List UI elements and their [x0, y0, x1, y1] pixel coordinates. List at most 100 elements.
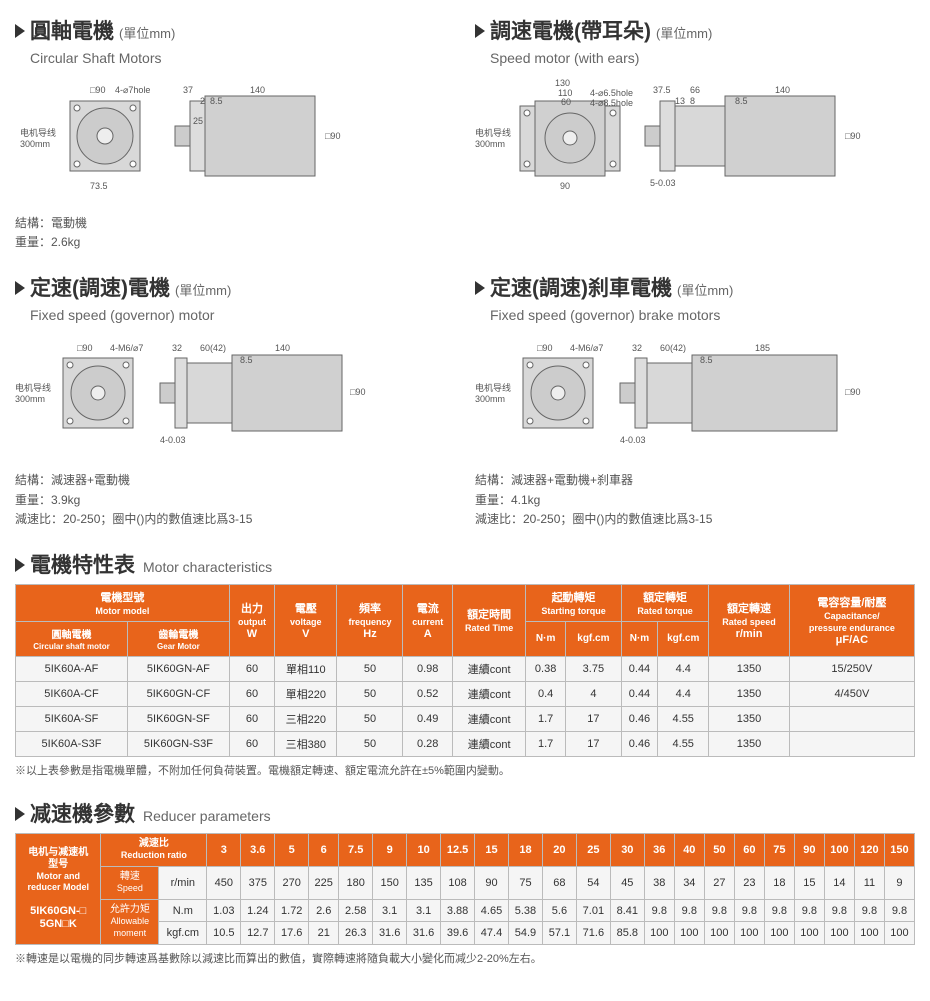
table-row: 5IK60A-SF5IK60GN-SF60三相220500.49連續cont1.…	[16, 706, 915, 731]
table-cell: 9.8	[674, 899, 704, 922]
th: 3.6	[241, 833, 275, 866]
table-cell: 47.4	[475, 922, 509, 945]
table-cell: 100	[884, 922, 914, 945]
table-row: 5IK60A-CF5IK60GN-CF60單相220500.52連續cont0.…	[16, 681, 915, 706]
svg-text:□90: □90	[537, 343, 552, 353]
table-cell: 9.8	[734, 899, 764, 922]
info-text: 結構：電動機 重量：2.6kg	[15, 214, 455, 252]
unit: (單位mm)	[119, 23, 175, 42]
table-cell: 100	[854, 922, 884, 945]
th: N·m	[621, 621, 657, 656]
footnote: ※轉速是以電機的同步轉速爲基數除以減速比而算出的數值，實際轉速將隨負載大小變化而…	[15, 950, 915, 966]
section-heading: 電機特性表 Motor characteristics	[15, 549, 915, 579]
svg-text:300mm: 300mm	[20, 139, 50, 149]
table-cell: 5IK60GN-CF	[127, 681, 229, 706]
diagram-svg: 电机导线300mm □904-M6/⌀7 3260(42)140 8.5 □90…	[15, 333, 435, 453]
svg-text:140: 140	[775, 85, 790, 95]
th: 額定時間Rated Time	[452, 584, 525, 656]
table-cell: 14	[824, 866, 854, 899]
th: 60	[734, 833, 764, 866]
table-cell: 0.44	[621, 656, 657, 681]
th: 12.5	[441, 833, 475, 866]
table-cell: 4.4	[658, 656, 709, 681]
svg-text:8.5: 8.5	[210, 96, 223, 106]
svg-text:32: 32	[172, 343, 182, 353]
table-cell: 連續cont	[452, 656, 525, 681]
table-cell: 17	[565, 731, 621, 756]
table-cell: 1.24	[241, 899, 275, 922]
section-heading: 定速(調速)電機 (單位mm)	[15, 272, 455, 302]
triangle-icon	[15, 558, 25, 572]
triangle-icon	[15, 281, 25, 295]
svg-text:□90: □90	[325, 131, 340, 141]
th: 30	[610, 833, 644, 866]
unit: (單位mm)	[656, 23, 712, 42]
reducer-table: 电机与减速机 型号Motor and reducer Model5IK60GN-…	[15, 833, 915, 945]
th: 150	[884, 833, 914, 866]
svg-text:8.5: 8.5	[700, 355, 713, 365]
th: 电机与减速机 型号Motor and reducer Model5IK60GN-…	[16, 833, 101, 944]
th: 36	[644, 833, 674, 866]
table-cell: 450	[207, 866, 241, 899]
table-cell: 三相380	[275, 731, 337, 756]
table-cell: 50	[337, 656, 403, 681]
section-heading: 圓軸電機 (單位mm)	[15, 15, 455, 45]
th: 頻率frequencyHz	[337, 584, 403, 656]
th: 50	[704, 833, 734, 866]
svg-text:73.5: 73.5	[90, 181, 108, 191]
th: 3	[207, 833, 241, 866]
table-cell: 0.46	[621, 706, 657, 731]
table-cell: 1350	[709, 656, 789, 681]
table-cell: 39.6	[441, 922, 475, 945]
svg-text:电机导线: 电机导线	[475, 382, 511, 393]
table-cell: 4.65	[475, 899, 509, 922]
th: 電流currentA	[403, 584, 453, 656]
title-en: Motor characteristics	[143, 559, 272, 575]
table-cell: 100	[734, 922, 764, 945]
title-en: Reducer parameters	[143, 808, 271, 824]
svg-text:90: 90	[560, 181, 570, 191]
table-cell: 單相110	[275, 656, 337, 681]
svg-text:电机导线: 电机导线	[475, 127, 511, 138]
table-cell: 連續cont	[452, 706, 525, 731]
svg-text:60(42): 60(42)	[660, 343, 686, 353]
table-cell: 270	[275, 866, 309, 899]
table-cell: 1.7	[526, 706, 566, 731]
table-cell: 135	[407, 866, 441, 899]
svg-text:140: 140	[275, 343, 290, 353]
table-cell: 85.8	[610, 922, 644, 945]
table-cell: 75	[508, 866, 542, 899]
diagram-circular: 电机导线300mm □904-⌀7hole 73.5 37140 28.5 25…	[15, 66, 455, 206]
table-cell: 1350	[709, 731, 789, 756]
table-cell: 71.6	[576, 922, 610, 945]
section-heading: 調速電機(帶耳朵) (單位mm)	[475, 15, 915, 45]
th: 電容容量/耐壓Capacitance/ pressure enduranceμF…	[789, 584, 914, 656]
th: 75	[764, 833, 794, 866]
svg-text:4-M6/⌀7: 4-M6/⌀7	[110, 343, 143, 353]
footnote: ※以上表參數是指電機單體，不附加任何負荷裝置。電機額定轉速、額定電流允許在±5%…	[15, 762, 915, 778]
th: 起動轉矩Starting torque	[526, 584, 622, 621]
title-en: Speed motor (with ears)	[490, 50, 915, 66]
svg-text:37: 37	[183, 85, 193, 95]
table-cell: 60	[229, 656, 274, 681]
diagram-svg: 电机导线300mm 13011060 4-⌀6.5hole4-⌀8.5hole …	[475, 71, 915, 201]
th: 25	[576, 833, 610, 866]
table-cell: 5IK60GN-AF	[127, 656, 229, 681]
diagram-svg: 电机导线300mm □904-M6/⌀7 3260(42)185 8.5 □90…	[475, 333, 915, 453]
table-cell: 5IK60GN-SF	[127, 706, 229, 731]
unit: (單位mm)	[677, 280, 733, 299]
table-cell: 0.46	[621, 731, 657, 756]
table-cell: 5IK60A-CF	[16, 681, 128, 706]
table-cell: 連續cont	[452, 681, 525, 706]
table-cell: 90	[475, 866, 509, 899]
table-cell: 1.03	[207, 899, 241, 922]
table-cell: 108	[441, 866, 475, 899]
table-cell: 9.8	[704, 899, 734, 922]
th: 額定轉矩Rated torque	[621, 584, 708, 621]
th: 減速比Reduction ratio	[101, 833, 207, 866]
info-text: 結構：減速器+電動機+刹車器 重量：4.1kg 減速比：20-250；圈中()内…	[475, 471, 915, 529]
svg-text:4-M6/⌀7: 4-M6/⌀7	[570, 343, 603, 353]
table-cell: 60	[229, 706, 274, 731]
th: 90	[794, 833, 824, 866]
svg-text:300mm: 300mm	[475, 139, 505, 149]
